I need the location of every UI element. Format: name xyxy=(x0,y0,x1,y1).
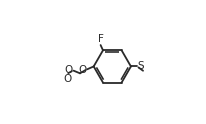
Text: O: O xyxy=(78,65,86,75)
Text: S: S xyxy=(137,61,143,71)
Text: F: F xyxy=(97,34,103,44)
Text: O: O xyxy=(64,65,73,75)
Text: O: O xyxy=(63,74,71,84)
